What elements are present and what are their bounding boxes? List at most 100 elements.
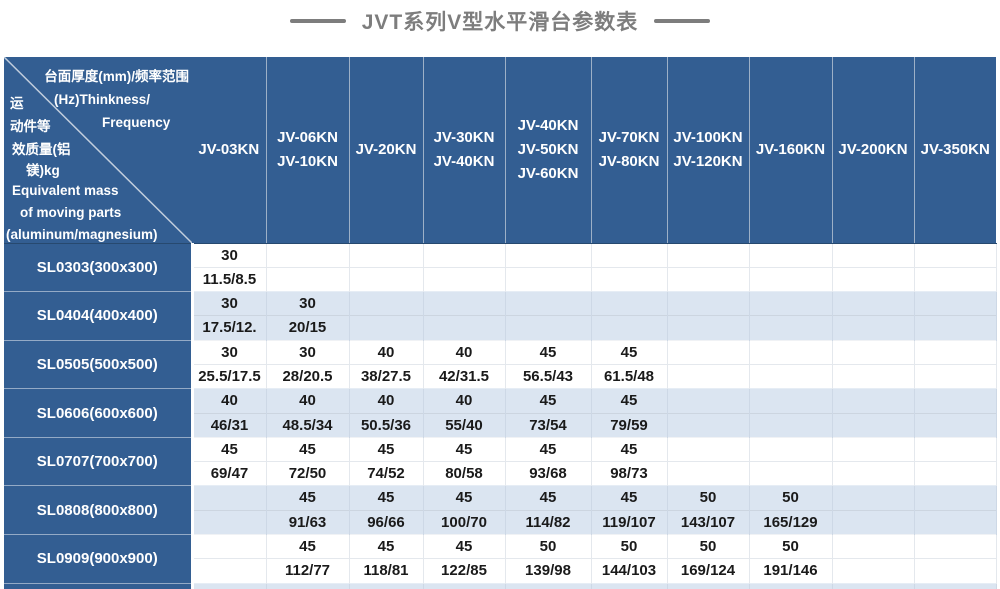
thickness-value-cell: 45 <box>349 534 424 559</box>
thickness-value-cell: 45 <box>349 485 424 511</box>
thickness-value-cell: 40 <box>423 388 506 414</box>
mass-value-cell: 169/124 <box>667 558 750 584</box>
mass-value-cell: 73/54 <box>505 412 592 438</box>
thickness-value-cell: 50 <box>591 534 668 559</box>
mass-value-cell <box>832 315 915 341</box>
table-row: 112/77 118/81 122/85 139/98 144/103 169/124 19… <box>4 558 997 584</box>
table-row: SL0404(400x400) 30 30 <box>4 291 997 341</box>
column-header: JV-200KN <box>832 57 915 244</box>
thickness-value-cell <box>192 534 267 559</box>
table-body: SL0303(300x300) 30 11.5/8.5 SL0404(400x400)… <box>4 242 997 589</box>
mass-value-cell: 72/50 <box>266 461 350 486</box>
column-header: JV-160KN <box>749 57 833 244</box>
mass-value-cell <box>505 266 592 292</box>
column-header-label: JV-50KN <box>517 141 579 159</box>
mass-value-cell: 46/31 <box>192 412 267 438</box>
thickness-value-cell <box>266 242 350 268</box>
mass-value-cell: 165/129 <box>749 509 833 535</box>
corner-line: of moving parts <box>20 205 122 220</box>
column-header-label: JV-10KN <box>277 153 338 171</box>
mass-value-cell: 119/107 <box>591 509 668 535</box>
mass-value-cell <box>749 412 833 438</box>
column-header-label: JV-40KN <box>433 153 495 171</box>
column-header-label: JV-160KN <box>755 141 826 159</box>
thickness-value-cell <box>505 291 592 316</box>
thickness-value-cell <box>423 242 506 268</box>
thickness-value-cell: 50 <box>505 582 592 589</box>
diagonal-divider-line <box>4 57 192 242</box>
thickness-value-cell: 40 <box>423 339 506 365</box>
thickness-value-cell: 40 <box>349 388 424 414</box>
row-label: SL0404(400x400) <box>4 291 194 341</box>
mass-value-cell: 69/47 <box>192 461 267 486</box>
mass-value-cell: 139/98 <box>505 558 592 584</box>
thickness-value-cell: 45 <box>505 436 592 462</box>
thickness-value-cell <box>832 339 915 365</box>
mass-value-cell <box>914 315 997 341</box>
table-row: SL0505(500x500) 30 30 40 40 45 45 <box>4 339 997 390</box>
thickness-value-cell <box>505 242 592 268</box>
thickness-value-cell <box>914 339 997 365</box>
mass-value-cell <box>266 266 350 292</box>
mass-value-cell <box>832 363 915 389</box>
thickness-value-cell <box>914 242 997 268</box>
thickness-value-cell <box>832 436 915 462</box>
table-row: 91/63 96/66 100/70 114/82 119/107 143/107 165/… <box>4 509 997 535</box>
mass-value-cell <box>832 412 915 438</box>
table-row: 46/31 48.5/34 50.5/36 55/40 73/54 79/59 <box>4 412 997 438</box>
column-header: JV-100KN JV-120KN <box>667 57 750 244</box>
thickness-value-cell <box>749 291 833 316</box>
thickness-value-cell: 45 <box>349 436 424 462</box>
mass-value-cell <box>505 315 592 341</box>
mass-value-cell <box>192 558 267 584</box>
thickness-value-cell: 50 <box>667 534 750 559</box>
row-label: SL0707(700x700) <box>4 436 194 487</box>
thickness-value-cell <box>914 582 997 589</box>
mass-value-cell <box>591 315 668 341</box>
mass-value-cell <box>914 266 997 292</box>
thickness-value-cell: 40 <box>349 339 424 365</box>
thickness-value-cell: 40 <box>266 388 350 414</box>
table-row: SL0909(900x900) 45 45 45 50 50 50 50 <box>4 534 997 584</box>
thickness-value-cell: 45 <box>505 339 592 365</box>
column-header-label: JV-60KN <box>517 165 579 183</box>
thickness-value-cell <box>591 242 668 268</box>
thickness-value-cell: 50 <box>749 485 833 511</box>
mass-value-cell <box>749 461 833 486</box>
thickness-value-cell <box>832 582 915 589</box>
column-header-label: JV-100KN <box>673 129 743 147</box>
mass-value-cell: 118/81 <box>349 558 424 584</box>
mass-value-cell <box>914 461 997 486</box>
title-text: JVT系列V型水平滑台参数表 <box>361 11 639 34</box>
mass-value-cell: 114/82 <box>505 509 592 535</box>
thickness-value-cell: 30 <box>192 339 267 365</box>
column-header-label: JV-80KN <box>598 153 660 171</box>
mass-value-cell <box>192 509 267 535</box>
column-header-label: JV-30KN <box>433 129 495 147</box>
column-header-label: JV-350KN <box>920 141 990 159</box>
thickness-value-cell: 45 <box>591 388 668 414</box>
thickness-value-cell <box>914 388 997 414</box>
mass-value-cell: 96/66 <box>349 509 424 535</box>
mass-value-cell: 11.5/8.5 <box>192 266 267 292</box>
thickness-value-cell <box>749 388 833 414</box>
mass-value-cell <box>914 509 997 535</box>
column-header-label: JV-120KN <box>673 153 743 171</box>
row-label: SL0303(300x300) <box>4 242 194 293</box>
title-dash-right <box>654 19 711 23</box>
table-row: SL0808(800x800) 45 45 45 45 45 50 50 <box>4 485 997 536</box>
column-header-label: JV-40KN <box>517 117 579 135</box>
mass-value-cell: 17.5/12. <box>192 315 267 341</box>
thickness-value-cell: 30 <box>266 291 350 316</box>
thickness-value-cell: 45 <box>505 388 592 414</box>
thickness-value-cell <box>914 485 997 511</box>
column-header: JV-06KN JV-10KN <box>266 57 350 244</box>
title-inner: JVT系列V型水平滑台参数表 <box>289 6 711 36</box>
thickness-value-cell: 50 <box>591 582 668 589</box>
column-header: JV-40KN JV-50KN JV-60KN <box>505 57 592 244</box>
column-header: JV-70KN JV-80KN <box>591 57 668 244</box>
thickness-value-cell <box>914 436 997 462</box>
thickness-value-cell <box>192 485 267 511</box>
thickness-value-cell <box>749 242 833 268</box>
thickness-value-cell <box>832 534 915 559</box>
